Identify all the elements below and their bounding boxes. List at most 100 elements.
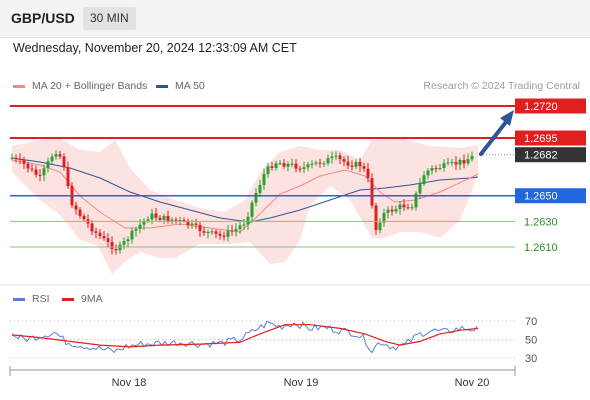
timeframe-badge[interactable]: 30 MIN — [83, 7, 136, 30]
candle-body — [22, 159, 26, 164]
forecast-arrow-head — [500, 110, 514, 126]
candle-body — [134, 229, 138, 231]
symbol-title: GBP/USD — [11, 10, 75, 26]
candle-body — [162, 216, 166, 220]
candle-body — [414, 193, 418, 208]
candle-body — [350, 165, 354, 167]
pivot-line-label: 1.2650 — [524, 191, 558, 203]
rsi-tick-label: 30 — [525, 353, 537, 365]
legend-rsi: RSI — [13, 293, 50, 305]
candle-body — [74, 205, 78, 210]
candle-body — [174, 219, 178, 221]
candle-body — [302, 167, 306, 169]
legend-9ma-label: 9MA — [81, 293, 103, 305]
last-price-tag — [515, 147, 586, 163]
candle-body — [62, 156, 66, 168]
candle-body — [178, 220, 182, 221]
resistance-line-label: 1.2720 — [524, 101, 558, 113]
candle-body — [166, 216, 170, 221]
candle-body — [438, 168, 442, 169]
pivot-line-tag — [515, 188, 586, 204]
candle-body — [26, 163, 30, 169]
candle-body — [230, 230, 234, 232]
candle-body — [442, 163, 446, 168]
candle-body — [198, 224, 202, 232]
x-axis-label: Nov 19 — [284, 377, 319, 389]
candle-body — [238, 225, 242, 229]
ma20-swatch — [13, 84, 25, 88]
candle-body — [226, 230, 230, 237]
candle-body — [402, 204, 406, 208]
candle-body — [422, 175, 426, 184]
candle-body — [210, 231, 214, 233]
candle-body — [66, 167, 70, 187]
rsi-tick-label: 70 — [525, 316, 537, 328]
last-price-label: 1.2682 — [524, 150, 558, 162]
candle-body — [158, 217, 162, 220]
candle-body — [314, 162, 318, 164]
candle-body — [250, 202, 254, 217]
candle-body — [234, 229, 238, 232]
candle-body — [146, 219, 150, 221]
legend-9ma: 9MA — [62, 293, 103, 305]
candle-body — [222, 235, 226, 237]
candle-body — [94, 231, 98, 233]
candle-body — [330, 156, 334, 159]
candle-body — [98, 232, 102, 236]
candle-body — [130, 230, 134, 240]
candle-body — [142, 220, 146, 225]
candle-body — [458, 160, 462, 165]
candle-body — [114, 249, 118, 251]
timestamp: Wednesday, November 20, 2024 12:33:09 AM… — [13, 41, 297, 55]
candle-body — [286, 163, 290, 167]
rsi-tick-label: 50 — [525, 335, 537, 347]
support-label: 1.2610 — [524, 242, 558, 254]
candle-body — [50, 156, 54, 162]
candle-body — [278, 163, 282, 165]
candle-body — [218, 233, 222, 236]
resistance-line-tag — [515, 98, 586, 114]
candle-body — [138, 224, 142, 229]
candle-body — [126, 239, 130, 242]
candle-body — [334, 155, 338, 157]
candle-body — [410, 207, 414, 209]
candle-body — [406, 207, 410, 209]
candle-body — [370, 178, 374, 206]
candle-body — [206, 232, 210, 233]
candle-body — [426, 170, 430, 176]
candle-body — [106, 238, 110, 242]
candle-body — [382, 213, 386, 223]
candle-body — [294, 163, 298, 169]
candle-body — [34, 169, 38, 175]
legend-ma50: MA 50 — [156, 80, 205, 92]
candle-body — [346, 161, 350, 166]
candle-body — [462, 160, 466, 164]
candle-body — [374, 205, 378, 230]
candle-body — [318, 162, 322, 164]
candle-body — [394, 209, 398, 212]
candle-body — [150, 213, 154, 220]
header-bar: GBP/USD 30 MIN — [0, 0, 590, 38]
candle-body — [46, 161, 50, 169]
candle-body — [470, 156, 474, 160]
candle-body — [42, 168, 46, 176]
candle-body — [10, 157, 14, 159]
candle-body — [446, 162, 450, 164]
candle-body — [102, 236, 106, 239]
legend-ma20: MA 20 + Bollinger Bands — [13, 80, 147, 92]
legend-ma20-label: MA 20 + Bollinger Bands — [32, 80, 148, 92]
candle-body — [326, 158, 330, 164]
candle-body — [282, 163, 286, 167]
support-label: 1.2630 — [524, 216, 558, 228]
candle-body — [90, 223, 94, 232]
candle-body — [14, 157, 18, 159]
resistance-line-label: 1.2695 — [524, 133, 558, 145]
candle-body — [170, 219, 174, 222]
candle-body — [18, 158, 22, 160]
candle-body — [262, 174, 266, 185]
candle-body — [362, 166, 366, 169]
candle-body — [322, 163, 326, 165]
candle-body — [182, 220, 186, 221]
candle-body — [254, 193, 258, 203]
candle-body — [274, 163, 278, 168]
